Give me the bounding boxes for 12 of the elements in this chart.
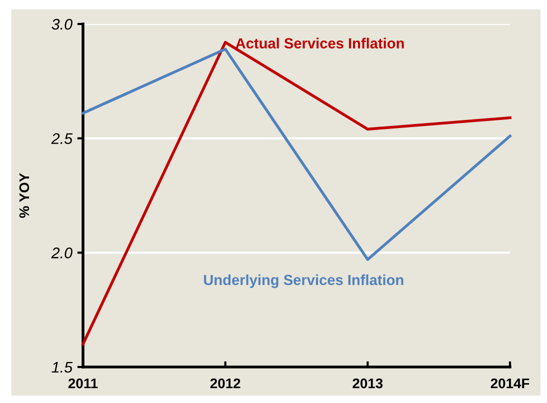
x-tick-label: 2012	[210, 378, 240, 388]
y-tick-label: 1.5	[52, 362, 73, 373]
y-tick-label: 2.5	[51, 133, 73, 144]
x-tick-label: 2013	[352, 378, 383, 388]
text: Underlying Services Inflation	[204, 274, 404, 288]
x-tick-label: 2011	[68, 378, 98, 388]
y-tick-label: 3.0	[52, 18, 72, 30]
y-tick-label: 2.0	[51, 248, 72, 258]
series-label: Actual Services Inflation	[236, 38, 404, 48]
x-tick-label: 2014F	[490, 378, 530, 388]
line-series	[82, 48, 512, 261]
y-axis-title: % YOY	[19, 173, 30, 218]
